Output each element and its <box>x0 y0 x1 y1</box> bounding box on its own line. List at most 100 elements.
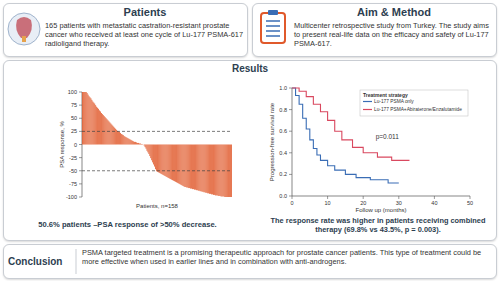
bar <box>120 134 122 145</box>
bar <box>124 137 126 145</box>
bar <box>127 138 129 144</box>
bar <box>82 92 84 145</box>
bar <box>168 145 170 179</box>
legend-entry: Lu-177 PSMA+Abiraterone/Enzalutamide <box>374 107 462 112</box>
bar <box>96 107 98 145</box>
bar <box>83 92 85 145</box>
x-tick-label: 20 <box>360 200 366 206</box>
y-tick <box>79 157 82 158</box>
x-tick-label: 0 <box>290 200 293 206</box>
x-tick-label: 30 <box>396 200 402 206</box>
bar <box>208 145 210 194</box>
legend-swatch <box>363 109 372 110</box>
y-tick <box>79 144 82 145</box>
bar <box>121 135 123 145</box>
bar <box>200 145 202 192</box>
bar <box>166 145 168 178</box>
results-title: Results <box>3 63 497 74</box>
bar <box>197 145 199 191</box>
bar <box>137 143 139 145</box>
y-tick-label: 0 <box>74 142 77 148</box>
patients-title: Patients <box>45 6 245 18</box>
y-tick <box>79 118 82 119</box>
bar <box>119 132 121 145</box>
y-tick <box>79 197 82 198</box>
x-tick-label: 50 <box>467 200 473 206</box>
reference-line <box>82 131 232 132</box>
bar <box>138 143 140 145</box>
x-tick <box>470 196 471 199</box>
bar <box>220 145 222 197</box>
bar <box>158 145 160 173</box>
icon-line <box>266 20 280 22</box>
x-axis-label: Follow up (months) <box>355 207 406 213</box>
bar <box>225 145 227 198</box>
bar <box>186 145 188 188</box>
bar <box>194 145 196 190</box>
legend-entry: Lu-177 PSMA only <box>374 99 414 104</box>
bar <box>156 145 158 172</box>
y-tick <box>79 183 82 184</box>
bar <box>132 141 134 145</box>
y-axis <box>82 92 83 197</box>
bar <box>95 105 97 144</box>
y-axis-label: PSA response, % <box>59 120 65 167</box>
bar <box>131 140 133 144</box>
bars <box>82 92 232 197</box>
y-tick-label: 50 <box>71 115 77 121</box>
bar <box>211 145 213 195</box>
bar <box>205 145 207 193</box>
graphical-abstract: -100-75-50-250255075100PSA response, %Pa… <box>0 0 500 281</box>
y-tick-label: -25 <box>69 155 77 161</box>
bar <box>157 145 159 173</box>
icon-clip <box>268 10 278 15</box>
bar <box>84 92 86 145</box>
y-tick-label: 0.4 <box>279 150 287 156</box>
bar <box>100 111 102 144</box>
bar <box>82 92 83 145</box>
bar <box>103 116 105 144</box>
bar <box>161 145 163 175</box>
conclusion-divider <box>76 249 77 274</box>
bar <box>210 145 212 194</box>
bar <box>97 108 99 145</box>
bar <box>178 145 180 184</box>
x-tick <box>434 196 435 199</box>
bar <box>89 97 91 144</box>
bar <box>175 145 177 182</box>
y-tick <box>289 152 292 153</box>
y-tick-label: 100 <box>68 89 77 95</box>
bar <box>112 126 114 145</box>
bar <box>128 139 130 145</box>
y-axis-label: Progression-free survival rate <box>269 102 275 181</box>
bar <box>209 145 211 194</box>
bar <box>122 135 124 144</box>
annotation: p=0.011 <box>376 133 400 141</box>
y-tick-label: 0.2 <box>279 171 287 177</box>
bar <box>130 140 132 145</box>
km-chart: 0.00.20.40.60.81.001020304050Progression… <box>269 85 473 213</box>
x-tick <box>363 196 364 199</box>
y-tick-label: 0.8 <box>279 107 287 113</box>
bar <box>191 145 193 189</box>
bar <box>117 131 119 145</box>
bar <box>192 145 194 190</box>
bar <box>182 145 184 186</box>
y-tick-label: 75 <box>71 102 77 108</box>
bar <box>231 145 232 198</box>
y-tick <box>79 105 82 106</box>
y-tick-label: 0.6 <box>279 128 287 134</box>
y-axis <box>292 88 293 196</box>
bar <box>204 145 206 193</box>
bar <box>109 122 111 144</box>
y-tick <box>79 170 82 171</box>
reference-line <box>82 170 232 171</box>
bar <box>196 145 198 191</box>
bar <box>198 145 200 191</box>
bar <box>173 145 175 181</box>
bar <box>219 145 221 196</box>
bar <box>119 133 121 145</box>
aim-title: Aim & Method <box>294 6 494 18</box>
y-tick <box>289 196 292 197</box>
bar <box>157 145 159 172</box>
